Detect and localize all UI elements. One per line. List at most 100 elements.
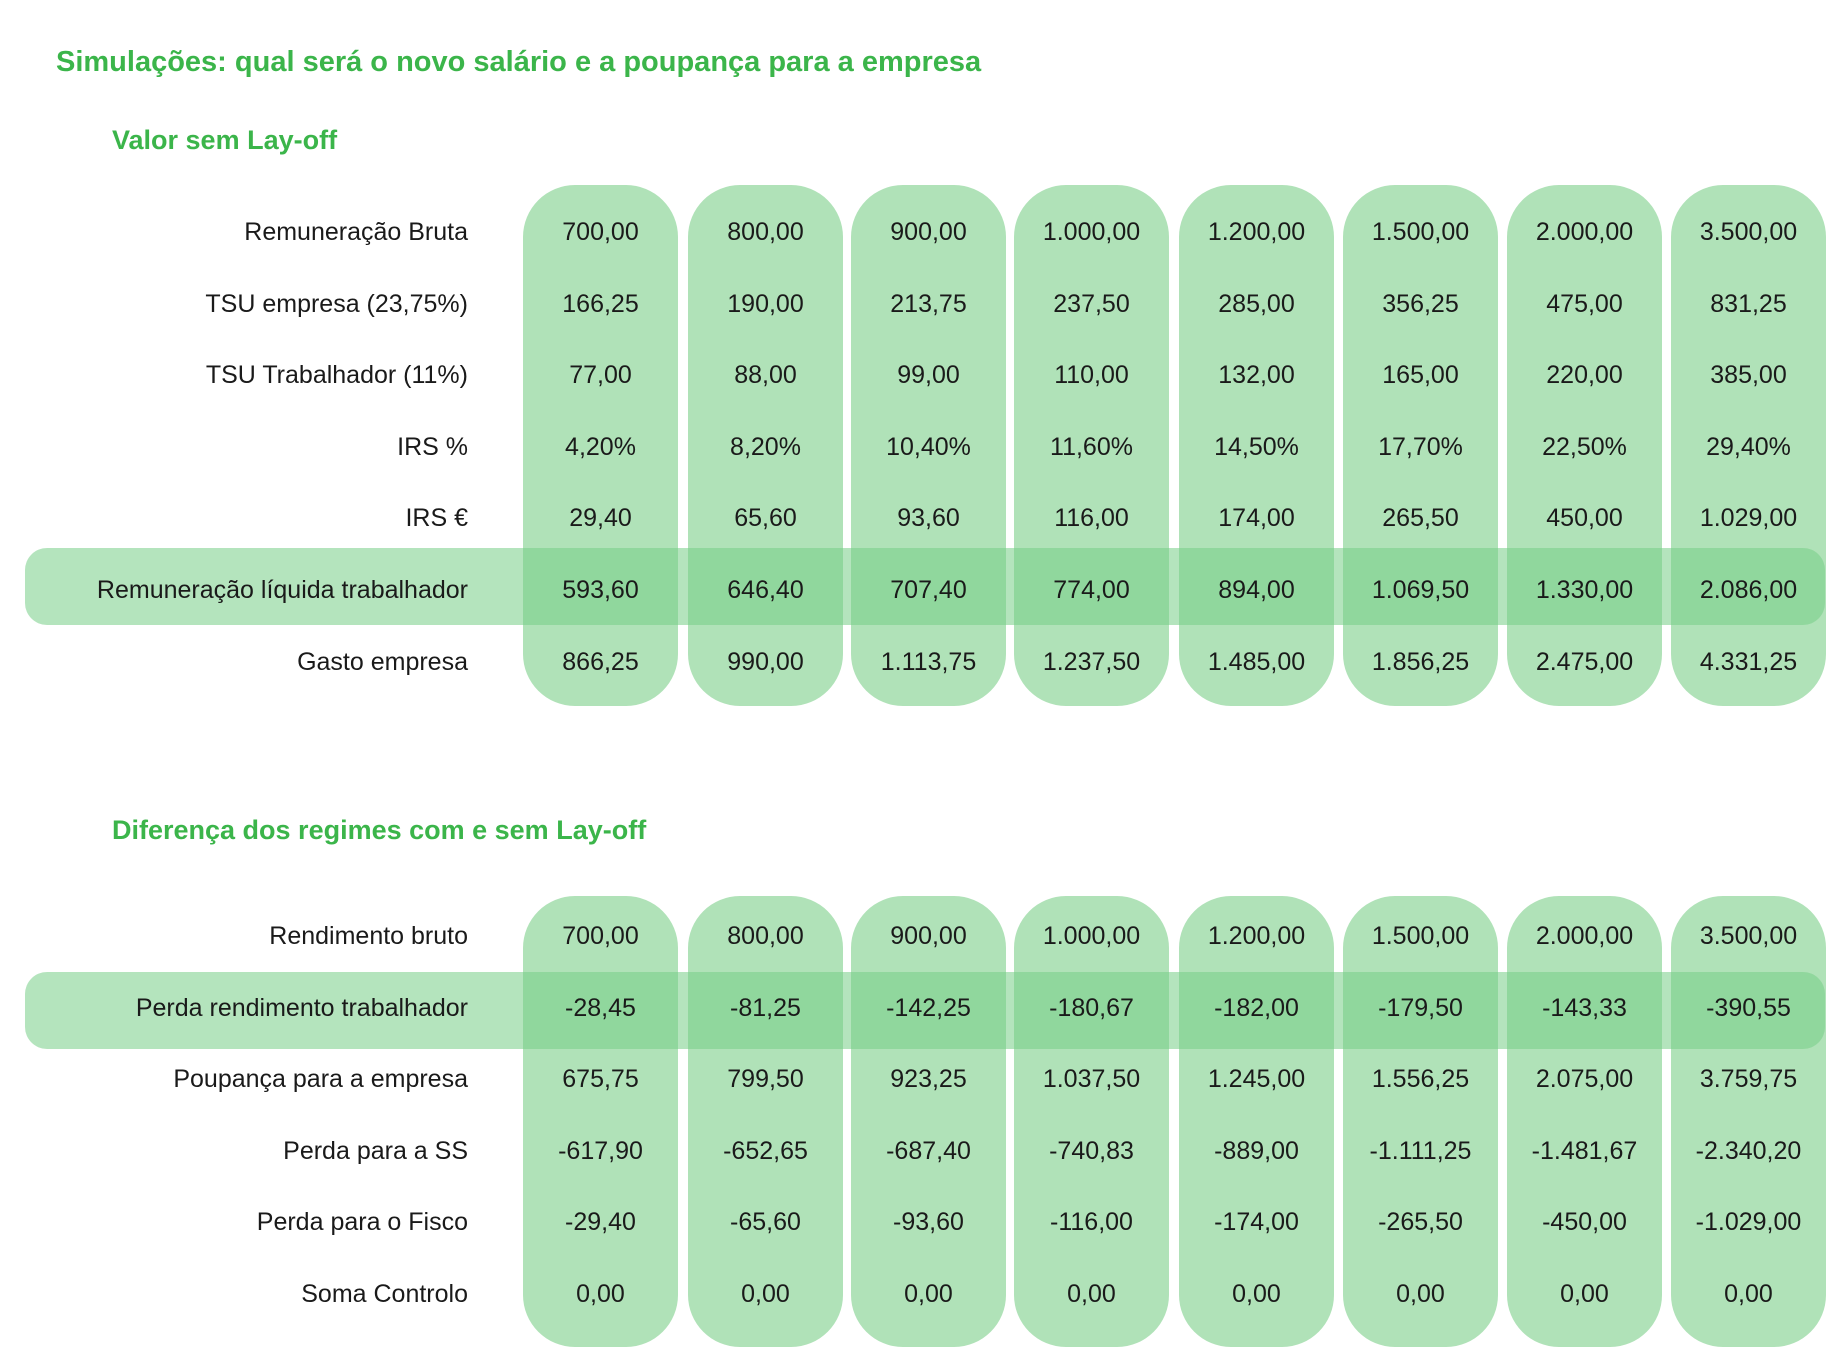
- table-cell: 2.086,00: [1699, 576, 1798, 604]
- table-row: IRS % 4,20% 8,20% 10,40% 11,60% 14,50% 17,70% 2…: [0, 411, 1835, 483]
- table-cell: 700,00: [562, 218, 639, 246]
- table-cell: 3.759,75: [1699, 1065, 1798, 1094]
- page-title: Simulações: qual será o novo salário e a…: [56, 46, 982, 78]
- row-label: Perda para a SS: [283, 1136, 468, 1165]
- table-cell: 356,25: [1382, 289, 1459, 318]
- table-cell: 385,00: [1710, 361, 1787, 390]
- table-row: Rendimento bruto 700,00 800,00 900,00 1.000,…: [0, 900, 1835, 972]
- table-cell: 0,00: [1232, 1280, 1281, 1308]
- table-cell: 29,40%: [1706, 432, 1791, 461]
- table-cell: 1.200,00: [1207, 922, 1306, 950]
- row-label: TSU empresa (23,75%): [205, 289, 468, 318]
- table-cell: -81,25: [730, 993, 801, 1022]
- table-cell: 0,00: [1067, 1280, 1116, 1308]
- table-cell: 831,25: [1710, 289, 1787, 318]
- row-label: IRS €: [405, 504, 468, 533]
- table-cell: 990,00: [727, 647, 804, 676]
- table-cell: 707,40: [890, 576, 967, 604]
- table-cell: 220,00: [1546, 361, 1623, 390]
- table-cell: 1.037,50: [1042, 1065, 1141, 1094]
- table-row: Gasto empresa 866,25 990,00 1.113,75 1.237,5…: [0, 626, 1835, 698]
- table-cell: -29,40: [565, 1208, 636, 1237]
- table-row: TSU empresa (23,75%) 166,25 190,00 213,75 23…: [0, 268, 1835, 340]
- table-cell: 923,25: [890, 1065, 967, 1094]
- table-cell: 2.475,00: [1535, 647, 1634, 676]
- table-row: Perda rendimento trabalhador -28,45 -81,25…: [0, 972, 1835, 1044]
- table-cell: 2.000,00: [1535, 922, 1634, 950]
- table-cell: 900,00: [890, 922, 967, 950]
- column-background: [1014, 896, 1169, 1347]
- table-valor-sem-layoff: Remuneração Bruta 700,00 800,00 900,00 1.000…: [0, 185, 1835, 706]
- row-highlight-perda-rendimento: [25, 972, 1825, 1049]
- row-label: Soma Controlo: [301, 1280, 468, 1308]
- table-cell: 29,40: [569, 504, 632, 533]
- row-label: Rendimento bruto: [269, 922, 468, 950]
- table-cell: -180,67: [1049, 993, 1134, 1022]
- table-cell: 2.000,00: [1535, 218, 1634, 246]
- table-cell: 1.029,00: [1699, 504, 1798, 533]
- row-label: Gasto empresa: [297, 647, 468, 676]
- table-cell: 593,60: [562, 576, 639, 604]
- table-row: TSU Trabalhador (11%) 77,00 88,00 99,00 110,…: [0, 339, 1835, 411]
- table-cell: 0,00: [1396, 1280, 1445, 1308]
- row-highlight-remuneracao-liquida: [25, 548, 1825, 625]
- table-cell: 774,00: [1053, 576, 1130, 604]
- table-cell: 265,50: [1382, 504, 1459, 533]
- table-cell: -142,25: [886, 993, 971, 1022]
- table-row: IRS € 29,40 65,60 93,60 116,00 174,00 265,50 45…: [0, 482, 1835, 554]
- table-cell: 132,00: [1218, 361, 1295, 390]
- table-row: Remuneração líquida trabalhador 593,60 646…: [0, 554, 1835, 626]
- table-cell: 675,75: [562, 1065, 639, 1094]
- table-cell: 1.000,00: [1042, 922, 1141, 950]
- table-cell: 285,00: [1218, 289, 1295, 318]
- table-cell: -617,90: [558, 1136, 643, 1165]
- column-background: [1671, 896, 1826, 1347]
- table-cell: 166,25: [562, 289, 639, 318]
- row-label: Perda rendimento trabalhador: [135, 993, 468, 1022]
- table-cell: 14,50%: [1214, 432, 1299, 461]
- column-background: [1179, 896, 1334, 1347]
- table-cell: 190,00: [727, 289, 804, 318]
- table-cell: 4.331,25: [1699, 647, 1798, 676]
- column-background: [1343, 896, 1498, 1347]
- row-label: Poupança para a empresa: [173, 1065, 468, 1094]
- table-cell: 1.500,00: [1371, 218, 1470, 246]
- section-title-diferenca-regimes: Diferença dos regimes com e sem Lay-off: [112, 815, 647, 845]
- table-cell: 1.237,50: [1042, 647, 1141, 676]
- table-row: Poupança para a empresa 675,75 799,50 923,2…: [0, 1043, 1835, 1115]
- row-label: Remuneração líquida trabalhador: [96, 576, 468, 604]
- table-row: Perda para a SS -617,90 -652,65 -687,40 -740…: [0, 1115, 1835, 1187]
- table-cell: 1.856,25: [1371, 647, 1470, 676]
- table-cell: 1.000,00: [1042, 218, 1141, 246]
- table-cell: -1.481,67: [1531, 1136, 1638, 1165]
- table-cell: 0,00: [1560, 1280, 1609, 1308]
- table-cell: -265,50: [1378, 1208, 1463, 1237]
- table-cell: 1.245,00: [1207, 1065, 1306, 1094]
- column-background: [688, 896, 843, 1347]
- table-cell: 11,60%: [1050, 432, 1133, 461]
- table-cell: 3.500,00: [1699, 218, 1798, 246]
- column-background: [851, 896, 1006, 1347]
- section-title-valor-sem-layoff: Valor sem Lay-off: [112, 125, 338, 155]
- table-cell: 0,00: [576, 1280, 625, 1308]
- table-cell: -652,65: [723, 1136, 808, 1165]
- table-cell: 65,60: [734, 504, 797, 533]
- table-cell: 77,00: [569, 361, 632, 390]
- table-cell: 700,00: [562, 922, 639, 950]
- table-cell: 93,60: [897, 504, 960, 533]
- table-cell: 1.330,00: [1535, 576, 1634, 604]
- table-cell: -182,00: [1214, 993, 1299, 1022]
- table-cell: -1.029,00: [1695, 1208, 1802, 1237]
- table-cell: 894,00: [1218, 576, 1295, 604]
- table-cell: 1.200,00: [1207, 218, 1306, 246]
- table-cell: 8,20%: [730, 432, 801, 461]
- table-cell: 1.113,75: [880, 647, 977, 676]
- table-cell: 1.556,25: [1371, 1065, 1470, 1094]
- table-cell: -740,83: [1049, 1136, 1134, 1165]
- table-cell: -28,45: [565, 993, 636, 1022]
- table-cell: 4,20%: [565, 432, 636, 461]
- table-row: Soma Controlo 0,00 0,00 0,00 0,00 0,00 0,00 0,0…: [0, 1258, 1835, 1330]
- table-cell: 174,00: [1218, 504, 1295, 533]
- table-cell: 17,70%: [1378, 432, 1463, 461]
- table-cell: 88,00: [734, 361, 797, 390]
